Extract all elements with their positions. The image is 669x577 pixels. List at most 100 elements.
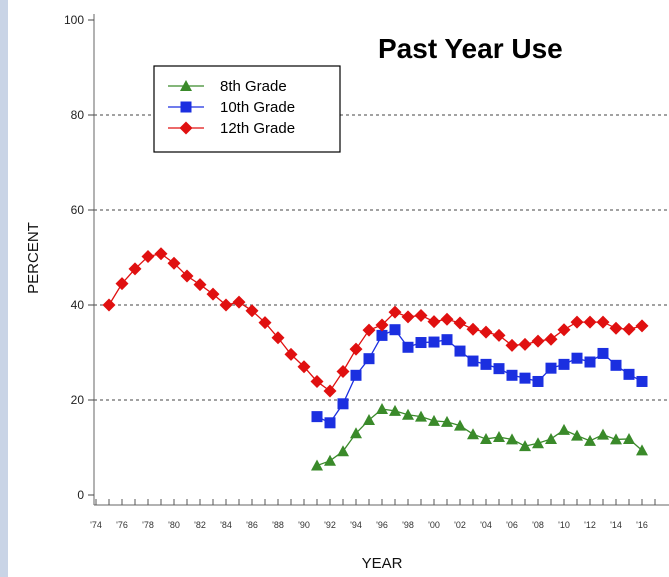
chart-title: Past Year Use — [378, 33, 563, 64]
data-point-10th-grade — [532, 375, 544, 387]
data-point-8th-grade — [532, 437, 544, 449]
data-point-12th-grade — [297, 360, 311, 374]
data-point-12th-grade — [219, 298, 233, 312]
data-point-12th-grade — [362, 323, 376, 337]
data-point-10th-grade — [636, 375, 648, 387]
data-point-12th-grade — [180, 269, 194, 283]
data-point-12th-grade — [635, 319, 649, 333]
data-point-12th-grade — [544, 332, 558, 346]
data-point-12th-grade — [193, 278, 207, 292]
data-point-12th-grade — [414, 308, 428, 322]
data-point-10th-grade — [610, 359, 622, 371]
x-tick-label: '92 — [324, 520, 336, 530]
x-tick-label: '00 — [428, 520, 440, 530]
data-point-12th-grade — [102, 298, 116, 312]
x-tick-label: '12 — [584, 520, 596, 530]
legend-label-8th-grade: 8th Grade — [220, 78, 287, 95]
x-tick-label: '78 — [142, 520, 154, 530]
data-point-12th-grade — [115, 277, 129, 291]
data-point-10th-grade — [311, 411, 323, 423]
data-point-12th-grade — [128, 262, 142, 276]
data-point-12th-grade — [453, 316, 467, 330]
data-point-8th-grade — [571, 429, 583, 441]
data-point-10th-grade — [467, 355, 479, 367]
data-point-12th-grade — [583, 315, 597, 329]
x-tick-label: '82 — [194, 520, 206, 530]
data-point-10th-grade — [402, 341, 414, 353]
data-point-12th-grade — [570, 315, 584, 329]
data-point-8th-grade — [402, 408, 414, 420]
data-point-12th-grade — [427, 315, 441, 329]
data-point-10th-grade — [389, 324, 401, 336]
data-point-12th-grade — [284, 347, 298, 361]
y-axis-title: PERCENT — [25, 222, 42, 294]
series — [102, 247, 649, 471]
data-point-12th-grade — [206, 287, 220, 301]
data-point-8th-grade — [597, 428, 609, 440]
data-point-12th-grade — [505, 338, 519, 352]
y-tick-label: 20 — [71, 393, 85, 407]
data-point-10th-grade — [480, 358, 492, 370]
data-point-8th-grade — [337, 445, 349, 457]
x-tick-label: '80 — [168, 520, 180, 530]
data-point-12th-grade — [258, 316, 272, 330]
data-point-8th-grade — [610, 433, 622, 445]
chart-frame: 0 20 40 60 80 100 '74 '76 '78 '80 '82 '84 '86 '88 '90… — [8, 0, 669, 577]
data-point-8th-grade — [519, 440, 531, 452]
data-point-12th-grade — [492, 328, 506, 342]
gridlines — [94, 114, 669, 401]
x-tick-label: '16 — [636, 520, 648, 530]
data-point-12th-grade — [388, 305, 402, 319]
data-point-8th-grade — [584, 434, 596, 446]
data-point-8th-grade — [493, 431, 505, 443]
data-point-12th-grade — [310, 374, 324, 388]
data-point-10th-grade — [415, 337, 427, 349]
data-point-10th-grade — [337, 398, 349, 410]
x-ticks: '74 '76 '78 '80 '82 '84 '86 '88 '90 '92 '94 '96 '98 '… — [90, 499, 656, 530]
data-point-10th-grade — [597, 347, 609, 359]
data-point-12th-grade — [609, 321, 623, 335]
legend: 8th Grade 10th Grade 12th Grade — [153, 65, 341, 153]
data-point-12th-grade — [245, 304, 259, 318]
data-point-10th-grade — [376, 329, 388, 341]
series-10th-grade — [311, 324, 648, 429]
data-point-12th-grade — [531, 334, 545, 348]
data-point-12th-grade — [232, 295, 246, 309]
data-point-8th-grade — [545, 432, 557, 444]
data-point-8th-grade — [389, 404, 401, 416]
data-point-10th-grade — [428, 336, 440, 348]
data-point-10th-grade — [441, 334, 453, 346]
data-point-10th-grade — [324, 417, 336, 429]
data-point-8th-grade — [311, 459, 323, 471]
data-point-8th-grade — [441, 415, 453, 427]
data-point-10th-grade — [571, 352, 583, 364]
x-tick-label: '96 — [376, 520, 388, 530]
x-tick-label: '10 — [558, 520, 570, 530]
data-point-12th-grade — [349, 342, 363, 356]
data-point-12th-grade — [466, 322, 480, 336]
x-tick-label: '04 — [480, 520, 492, 530]
data-point-8th-grade — [324, 454, 336, 466]
data-point-8th-grade — [480, 432, 492, 444]
data-point-8th-grade — [428, 414, 440, 426]
data-point-10th-grade — [558, 358, 570, 370]
data-point-12th-grade — [518, 337, 532, 351]
data-point-10th-grade — [350, 369, 362, 381]
x-tick-label: '98 — [402, 520, 414, 530]
data-point-8th-grade — [506, 433, 518, 445]
x-tick-label: '88 — [272, 520, 284, 530]
y-tick-label: 60 — [71, 203, 85, 217]
legend-label-12th-grade: 12th Grade — [220, 120, 295, 137]
data-point-8th-grade — [350, 427, 362, 439]
data-point-10th-grade — [584, 356, 596, 368]
data-point-8th-grade — [636, 444, 648, 456]
data-point-8th-grade — [623, 432, 635, 444]
data-point-12th-grade — [401, 310, 415, 324]
x-axis-title: YEAR — [362, 555, 403, 572]
data-point-10th-grade — [493, 363, 505, 375]
x-tick-label: '14 — [610, 520, 622, 530]
data-point-8th-grade — [363, 413, 375, 425]
data-point-10th-grade — [506, 369, 518, 381]
series-12th-grade — [102, 247, 649, 398]
data-point-8th-grade — [415, 410, 427, 422]
